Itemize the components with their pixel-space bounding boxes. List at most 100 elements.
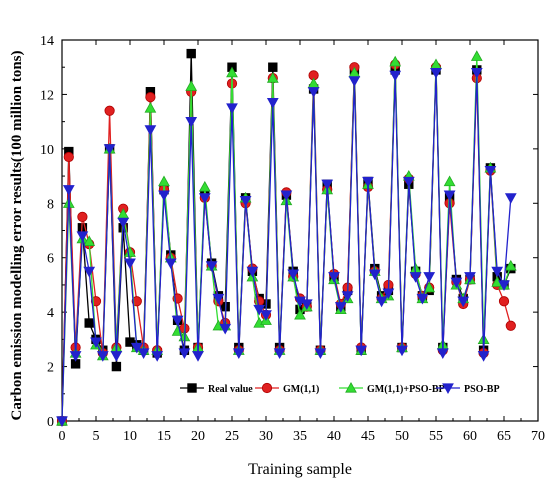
data-point [226, 66, 238, 78]
series-0 [57, 48, 516, 426]
data-point [348, 76, 361, 87]
data-point [171, 315, 184, 327]
data-point [178, 348, 191, 359]
data-point [389, 70, 402, 82]
data-point [341, 291, 354, 302]
data-point [375, 296, 388, 308]
legend: Real value GM(1,1) GM(1,1)+PSO-BP PSO-BP [180, 381, 500, 395]
y-tick-label: 12 [40, 88, 54, 103]
data-point [124, 246, 136, 257]
data-point [124, 258, 136, 270]
data-point [321, 179, 334, 191]
data-point [273, 348, 286, 359]
data-point [314, 348, 327, 359]
x-tick-label: 70 [531, 429, 545, 444]
legend-label: PSO-BP [464, 384, 500, 395]
x-axis-label: Training sample [248, 461, 352, 478]
legend-entry: PSO-BP [436, 383, 500, 395]
data-point [253, 304, 266, 316]
data-point [443, 190, 456, 202]
x-tick-label: 5 [93, 429, 100, 444]
data-point [130, 342, 143, 354]
axes: 0 5 10 15 20 25 30 35 40 45 50 55 60 65 70 0 2 4 6 8 10 12 14 [40, 34, 545, 444]
x-tick-label: 35 [293, 429, 307, 444]
y-tick-label: 4 [47, 306, 54, 321]
data-point [185, 80, 198, 91]
data-point [491, 266, 504, 278]
series-group [56, 48, 517, 428]
data-point [239, 195, 252, 207]
data-point [287, 269, 300, 281]
data-point [137, 348, 150, 359]
data-point [362, 176, 374, 188]
y-tick-label: 0 [47, 415, 54, 430]
x-tick-label: 40 [327, 429, 341, 444]
legend-entry: Real value [180, 383, 253, 395]
data-point [226, 103, 238, 115]
data-point [144, 125, 157, 136]
data-point [96, 351, 109, 362]
x-tick-label: 55 [429, 429, 443, 444]
data-point [186, 48, 196, 59]
data-point [158, 175, 170, 187]
data-point [77, 211, 88, 222]
data-point [498, 296, 510, 307]
plot-frame [61, 39, 539, 422]
data-point [355, 345, 368, 357]
data-point [498, 280, 510, 291]
data-point [69, 351, 82, 362]
data-point [198, 180, 211, 192]
data-point [280, 190, 293, 202]
data-point [219, 323, 232, 335]
data-point [268, 62, 278, 72]
data-point [103, 144, 116, 155]
data-point [158, 190, 170, 202]
data-point [464, 272, 476, 283]
y-tick-label: 2 [47, 361, 54, 376]
data-point [232, 348, 245, 359]
data-point [246, 266, 259, 278]
data-point [145, 92, 156, 103]
data-point [266, 72, 279, 83]
data-point [63, 151, 74, 163]
data-point [192, 351, 204, 362]
data-point [266, 97, 279, 109]
data-point [56, 416, 68, 428]
data-point [505, 320, 516, 331]
data-point [430, 68, 442, 79]
data-point [185, 117, 198, 128]
series-line [61, 64, 512, 422]
data-point [307, 87, 320, 98]
legend-marker [261, 382, 273, 394]
series-line [61, 56, 512, 422]
legend-entry: GM(1,1) [255, 382, 319, 395]
y-tick-label: 10 [40, 143, 54, 158]
data-point [62, 185, 75, 196]
x-tick-label: 20 [191, 429, 205, 444]
data-point [164, 258, 177, 270]
data-point [368, 269, 381, 281]
data-point [389, 55, 402, 67]
x-tick-label: 25 [225, 429, 239, 444]
data-point [110, 351, 123, 362]
data-point [117, 217, 130, 229]
x-tick-label: 50 [395, 429, 409, 444]
data-point [198, 193, 211, 204]
x-tick-label: 60 [463, 429, 477, 444]
data-point [334, 302, 347, 313]
legend-label: GM(1,1)+PSO-BP [367, 384, 445, 395]
legend-label: Real value [208, 384, 253, 395]
data-point [111, 361, 122, 372]
x-tick-label: 30 [259, 429, 273, 444]
data-point [484, 166, 497, 177]
series-3 [56, 68, 517, 428]
y-tick-label: 14 [40, 34, 54, 49]
data-point [402, 176, 415, 188]
y-tick-label: 6 [47, 252, 54, 267]
legend-marker [187, 383, 197, 393]
data-point [504, 259, 517, 271]
data-point [144, 102, 157, 113]
data-point [504, 193, 517, 204]
data-point [470, 50, 483, 61]
data-point [260, 310, 272, 321]
